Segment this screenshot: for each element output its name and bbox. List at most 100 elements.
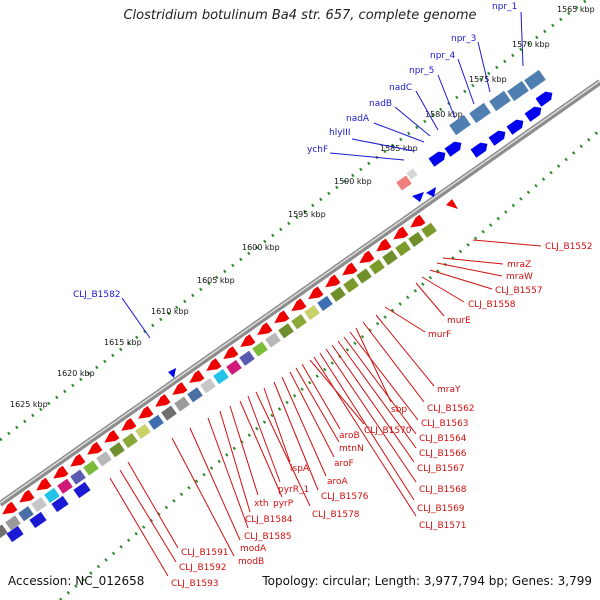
leader-line bbox=[394, 106, 431, 137]
gene-label[interactable]: CLJ_B1562 bbox=[427, 404, 475, 414]
gene-label[interactable]: murE bbox=[447, 316, 471, 326]
gene-label[interactable]: CLJ_B1570 bbox=[364, 426, 412, 436]
gene-label[interactable]: CLJ_B1582 bbox=[73, 290, 121, 300]
gene-label[interactable]: nadA bbox=[346, 114, 370, 124]
gene-label[interactable]: CLJ_B1567 bbox=[417, 464, 465, 474]
gene-label[interactable]: CLJ_B1552 bbox=[545, 242, 593, 252]
gene-label[interactable]: lspA bbox=[290, 464, 310, 474]
gene-label[interactable]: CLJ_B1576 bbox=[321, 492, 369, 502]
leader-line bbox=[349, 331, 419, 421]
feature-box bbox=[57, 478, 73, 494]
kbp-tick-label: 1580 kbp bbox=[425, 110, 463, 119]
gene-label[interactable]: CLJ_B1571 bbox=[419, 521, 467, 531]
kbp-tick-label: 1625 kbp bbox=[10, 400, 48, 409]
gene-label[interactable]: CLJ_B1585 bbox=[244, 532, 292, 542]
leader-line bbox=[295, 367, 340, 443]
reverse-gene-arrow bbox=[342, 262, 358, 276]
reverse-gene-arrow bbox=[359, 250, 375, 264]
genome-backbone-highlight bbox=[0, 80, 600, 504]
leader-line bbox=[429, 269, 493, 290]
gene-label[interactable]: CLJ_B1563 bbox=[421, 419, 469, 429]
leader-line bbox=[351, 138, 415, 152]
genome-backbone bbox=[0, 79, 600, 507]
leader-line bbox=[263, 387, 291, 463]
forward-gene-box bbox=[6, 525, 24, 543]
leader-line bbox=[281, 376, 327, 477]
leader-line bbox=[121, 297, 151, 339]
kbp-tick-label: 1610 kbp bbox=[151, 307, 189, 316]
feature-box bbox=[135, 423, 151, 439]
reverse-gene-arrow bbox=[19, 489, 35, 503]
feature-box bbox=[449, 114, 471, 136]
leader-line bbox=[119, 469, 177, 563]
gene-label[interactable]: pyrP bbox=[273, 499, 294, 509]
gene-label[interactable]: nadC bbox=[389, 83, 412, 93]
gene-label[interactable]: murF bbox=[428, 330, 451, 340]
leader-line bbox=[375, 314, 435, 387]
gene-label[interactable]: aroF bbox=[334, 459, 354, 469]
gene-label[interactable]: modA bbox=[240, 544, 267, 554]
gene-label[interactable]: npr_5 bbox=[409, 66, 434, 76]
reverse-gene-marker bbox=[446, 199, 458, 209]
gene-label[interactable]: npr_4 bbox=[430, 51, 456, 61]
leader-line bbox=[229, 405, 259, 496]
gene-label[interactable]: hlyIII bbox=[329, 128, 351, 138]
reverse-gene-arrow bbox=[36, 477, 52, 491]
kbp-tick-label: 1570 kbp bbox=[512, 40, 550, 49]
gene-label[interactable]: pyrR_1 bbox=[278, 485, 309, 495]
gene-label[interactable]: aroA bbox=[327, 477, 349, 487]
leader-line bbox=[273, 381, 319, 491]
forward-gene-box bbox=[29, 511, 47, 529]
gene-label[interactable]: CLJ_B1591 bbox=[181, 548, 229, 558]
gene-label[interactable]: xth bbox=[254, 499, 269, 509]
feature-box bbox=[330, 286, 346, 302]
gene-label[interactable]: CLJ_B1564 bbox=[419, 434, 467, 444]
gene-label[interactable]: npr_1 bbox=[492, 2, 517, 12]
leader-line bbox=[436, 262, 503, 277]
gene-label[interactable]: CLJ_B1593 bbox=[171, 579, 219, 589]
feature-box bbox=[507, 80, 529, 102]
feature-box bbox=[70, 469, 86, 485]
reverse-gene-arrow bbox=[206, 358, 222, 371]
reverse-gene-arrow bbox=[223, 346, 239, 359]
gene-label[interactable]: CLJ_B1592 bbox=[179, 563, 227, 573]
leader-line bbox=[329, 152, 405, 161]
reverse-gene-arrow bbox=[393, 226, 409, 240]
gene-label[interactable]: CLJ_B1578 bbox=[312, 510, 360, 520]
gene-label[interactable]: CLJ_B1569 bbox=[417, 504, 465, 514]
reverse-gene-arrow bbox=[87, 441, 103, 455]
gene-label[interactable]: ychF bbox=[307, 145, 328, 155]
leader-line bbox=[331, 344, 415, 463]
gene-label[interactable]: mraZ bbox=[507, 260, 531, 270]
feature-box bbox=[5, 515, 21, 531]
gene-label[interactable]: CLJ_B1557 bbox=[495, 286, 543, 296]
gene-label[interactable]: CLJ_B1558 bbox=[468, 300, 516, 310]
gene-label[interactable]: nadB bbox=[369, 99, 392, 109]
feature-box bbox=[31, 497, 47, 513]
gene-label[interactable]: modB bbox=[238, 557, 264, 567]
reverse-gene-arrow bbox=[2, 501, 18, 515]
gene-label[interactable]: mraW bbox=[506, 272, 533, 282]
forward-gene-arrow bbox=[535, 91, 553, 107]
kbp-tick-label: 1605 kbp bbox=[197, 276, 235, 285]
gene-label[interactable]: sbp bbox=[391, 405, 407, 415]
leader-line bbox=[319, 352, 415, 501]
forward-gene-labels[interactable]: npr_1 npr_3 npr_4 npr_5 nadC nadB nadA h… bbox=[73, 2, 524, 339]
reverse-gene-arrow bbox=[274, 310, 290, 324]
forward-gene-arrow bbox=[524, 106, 542, 122]
feature-box bbox=[44, 487, 60, 503]
leader-line bbox=[301, 363, 341, 430]
gene-label[interactable]: mraY bbox=[437, 385, 461, 395]
gene-label[interactable]: mtnN bbox=[339, 444, 364, 454]
forward-gene-arrow bbox=[428, 151, 446, 167]
gene-label[interactable]: npr_3 bbox=[451, 34, 476, 44]
reverse-gene-labels[interactable]: CLJ_B1552 mraZ mraW CLJ_B1557 CLJ_B1558 … bbox=[109, 239, 593, 589]
gene-label[interactable]: CLJ_B1568 bbox=[419, 485, 467, 495]
feature-box bbox=[343, 277, 359, 293]
reverse-gene-arrow bbox=[138, 406, 154, 419]
leader-line bbox=[384, 306, 426, 333]
reverse-gene-arrow bbox=[172, 382, 188, 395]
gene-label[interactable]: aroB bbox=[339, 431, 360, 441]
gene-label[interactable]: CLJ_B1584 bbox=[245, 515, 293, 525]
gene-label[interactable]: CLJ_B1566 bbox=[419, 449, 467, 459]
